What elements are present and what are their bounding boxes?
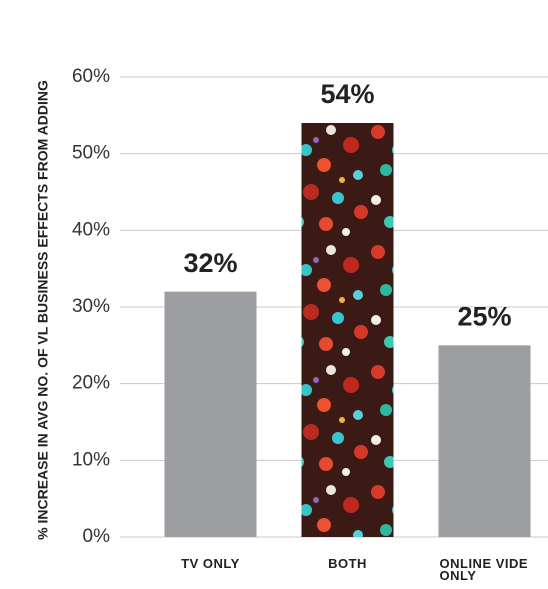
x-tick-label: TV ONLY bbox=[181, 556, 240, 571]
x-tick-label: ONLINE VIDE ONLY bbox=[439, 556, 529, 583]
y-tick-label: 30% bbox=[72, 296, 110, 317]
y-tick-label: 10% bbox=[72, 449, 110, 470]
x-tick-label: BOTH bbox=[328, 556, 367, 571]
value-label: 54% bbox=[320, 79, 374, 109]
value-label: 32% bbox=[183, 248, 237, 278]
y-tick-label: 20% bbox=[72, 373, 110, 394]
y-axis-label: % INCREASE IN AVG NO. OF VL BUSINESS EFF… bbox=[35, 80, 51, 540]
y-tick-label: 0% bbox=[83, 526, 111, 547]
bar bbox=[301, 123, 394, 537]
y-tick-label: 60% bbox=[72, 66, 110, 87]
y-tick-label: 40% bbox=[72, 219, 110, 240]
bar bbox=[164, 291, 257, 537]
value-label: 25% bbox=[457, 301, 511, 331]
y-tick-label: 50% bbox=[72, 143, 110, 164]
bar bbox=[438, 345, 531, 537]
